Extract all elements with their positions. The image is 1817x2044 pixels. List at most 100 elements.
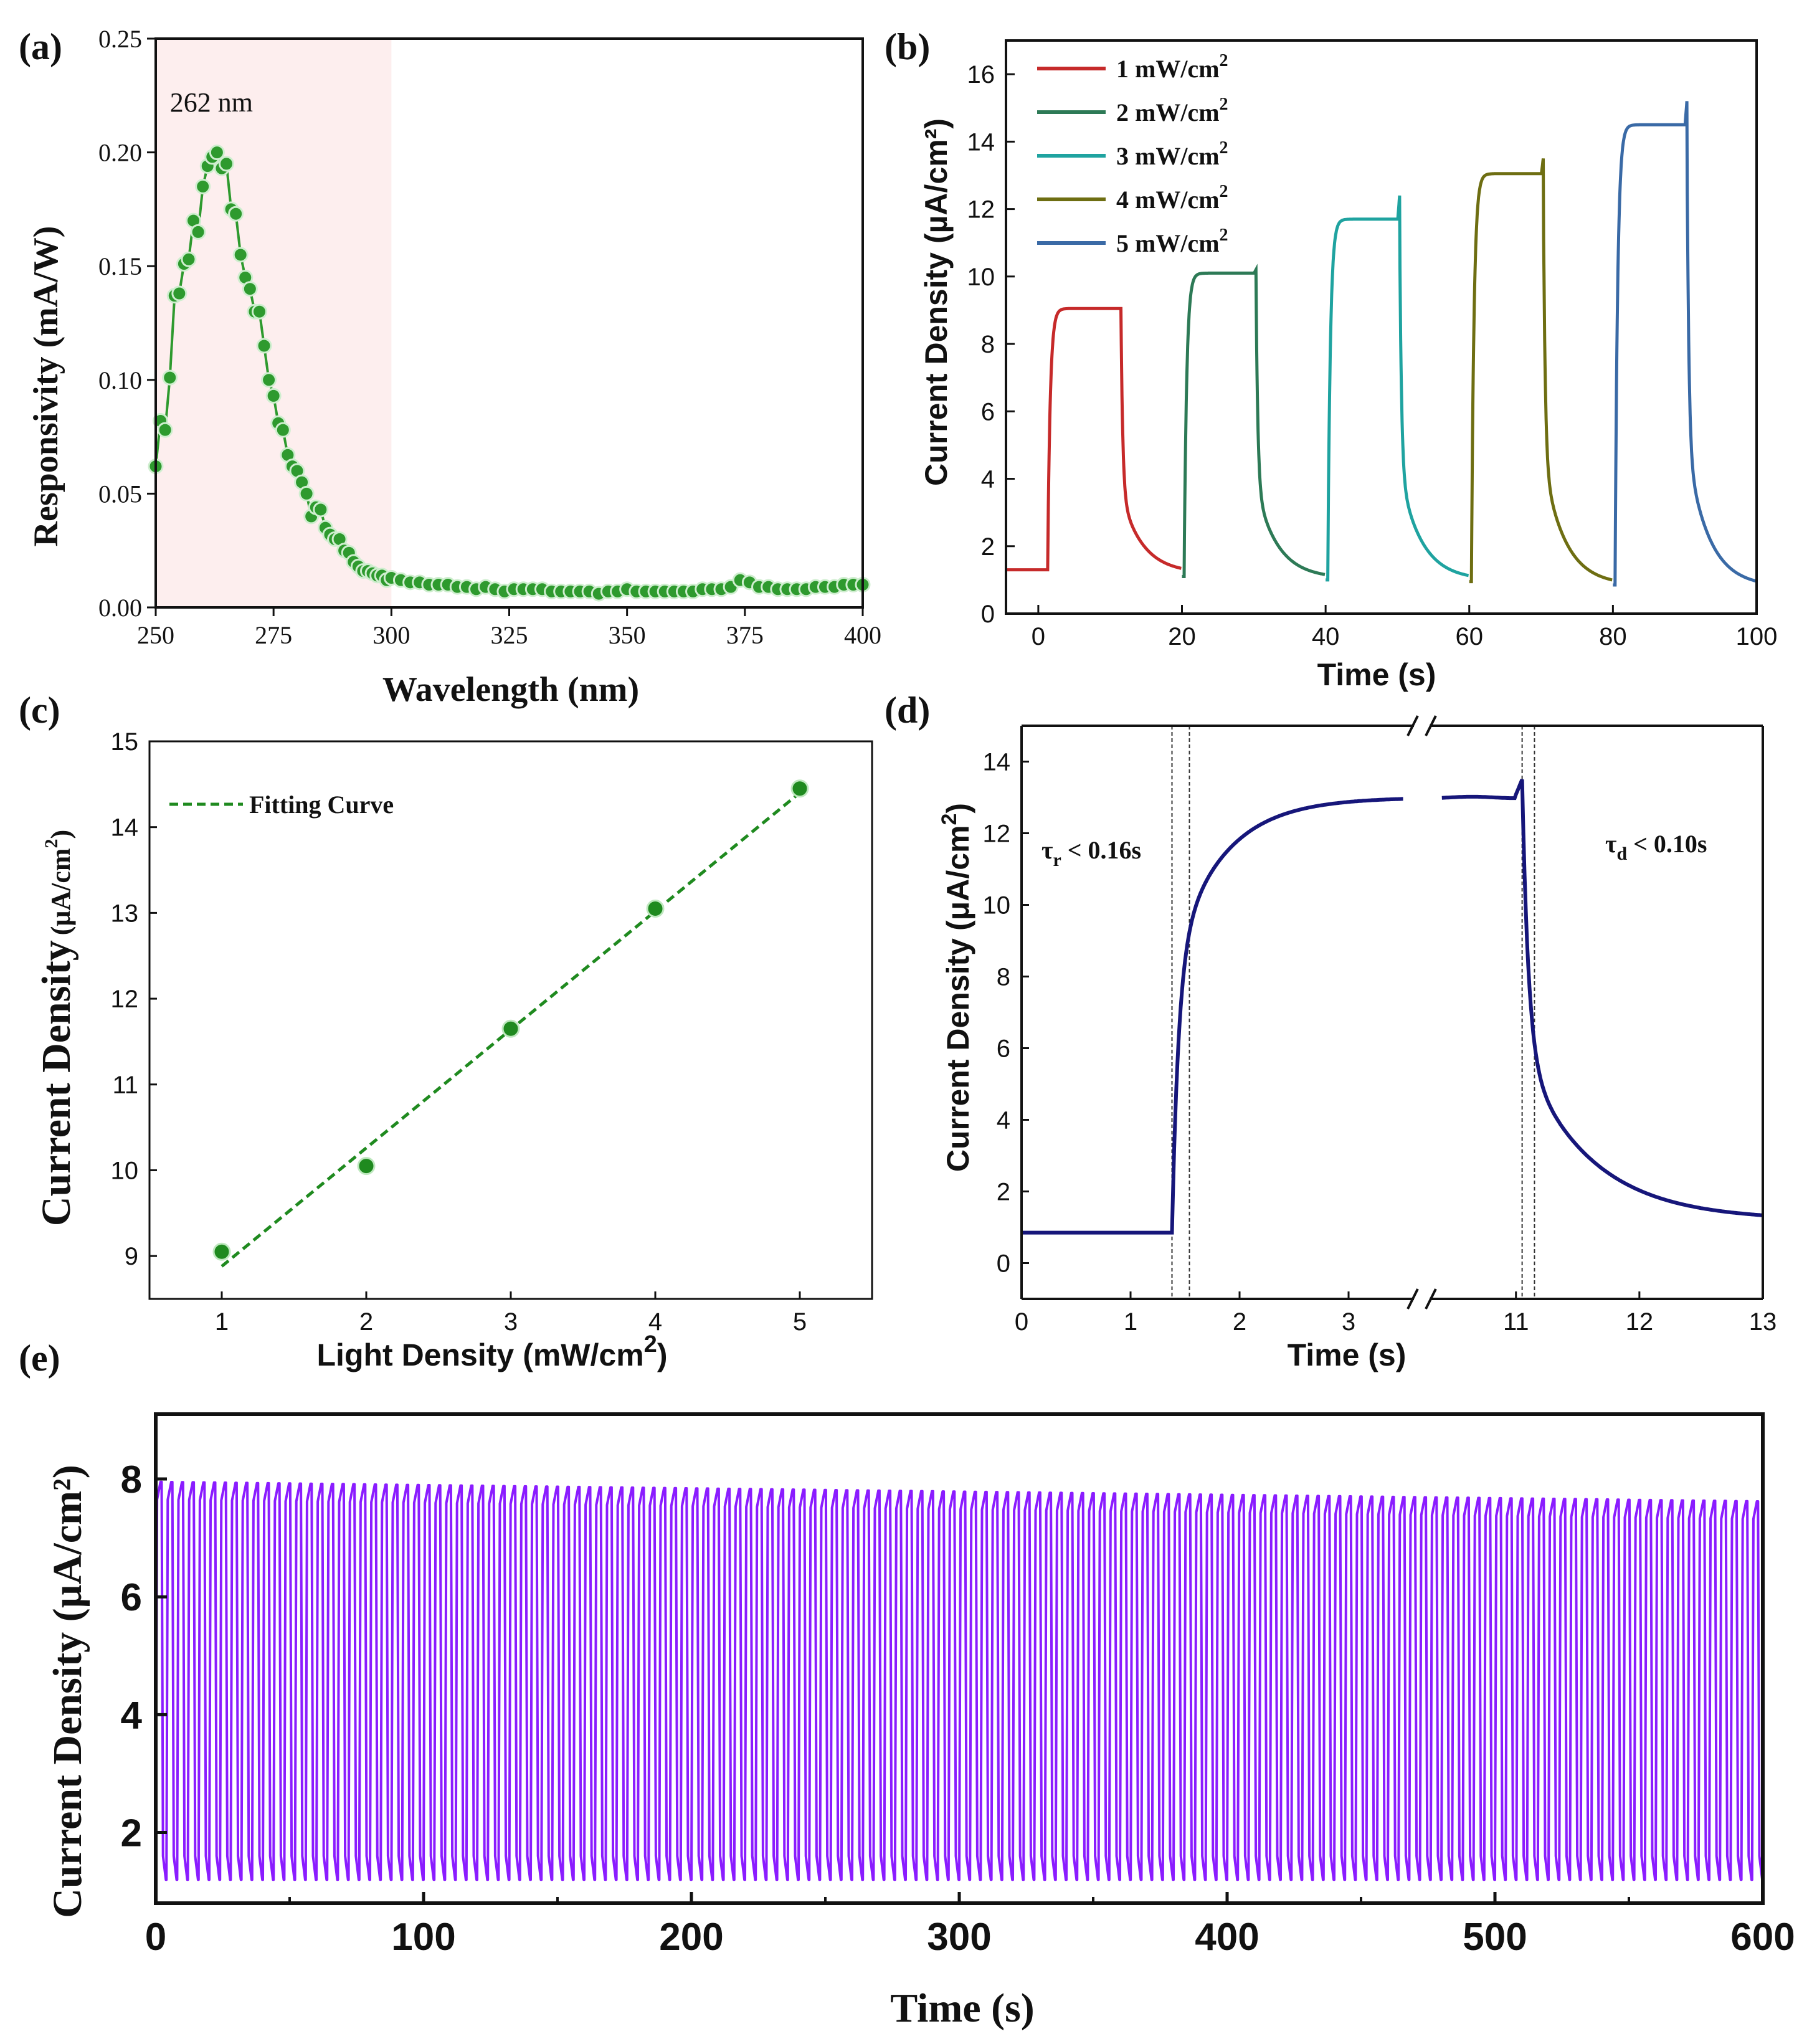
c-y-axis-unit-close: ) [45, 830, 76, 839]
b-legend-text: 4 mW/cm [1116, 186, 1220, 214]
e-x-tick-label: 300 [927, 1916, 991, 1959]
a-data-point [298, 485, 315, 501]
d-rise-curve [1022, 797, 1403, 1235]
b-legend-text: 5 mW/cm [1116, 229, 1220, 257]
b-legend-text: 2 mW/cm [1116, 98, 1220, 126]
d-rise-time-label: τr < 0.16s [1041, 836, 1141, 870]
d-y-tick-label: 0 [997, 1250, 1010, 1278]
a-data-point [209, 145, 225, 161]
b-legend-label: 2 mW/cm2 [1116, 95, 1228, 126]
panel-d-letter: (d) [885, 690, 930, 731]
c-y-axis-unit-sup: 2 [41, 839, 62, 848]
panel-c-letter: (c) [19, 690, 60, 731]
b-series-line-2 [1182, 264, 1326, 578]
b-y-tick-label: 2 [981, 533, 995, 561]
d-break-mark-top [1407, 715, 1419, 736]
a-x-tick-label: 300 [372, 621, 410, 649]
b-legend-label: 4 mW/cm2 [1116, 182, 1228, 214]
c-y-axis-unit: (μA/cm [45, 848, 76, 935]
d-y-axis-unit-close: ) [941, 803, 975, 814]
d-rise-value: < 0.16s [1061, 836, 1141, 864]
panel-e-letter: (e) [19, 1338, 60, 1379]
b-y-tick-label: 6 [981, 398, 995, 425]
d-y-axis-label-main: Current Density [941, 938, 975, 1172]
b-legend-sup: 2 [1220, 51, 1228, 70]
a-data-point [265, 387, 282, 404]
a-data-point [228, 206, 244, 222]
a-y-tick-label: 0.10 [98, 366, 142, 394]
d-y-tick-label: 14 [983, 749, 1011, 776]
b-legend-text: 3 mW/cm [1116, 142, 1220, 170]
b-y-tick-label: 8 [981, 331, 995, 358]
e-axes-frame [154, 1412, 1765, 1905]
b-x-axis-label: Time (s) [1317, 657, 1436, 692]
a-x-tick-label: 325 [491, 621, 528, 649]
d-y-tick-label: 6 [997, 1035, 1010, 1063]
d-x-tick-label: 11 [1503, 1308, 1529, 1336]
e-x-tick-label: 200 [659, 1916, 723, 1959]
b-x-tick-label: 40 [1312, 623, 1340, 650]
e-data [154, 1480, 1764, 1881]
d-y-tick-label: 4 [997, 1107, 1010, 1134]
d-y-tick-label: 2 [997, 1179, 1010, 1206]
c-axes-frame [148, 740, 873, 1300]
c-x-tick-label: 4 [648, 1308, 662, 1336]
d-break-mark-bottom [1407, 1288, 1419, 1310]
d-x-tick-label: 3 [1342, 1308, 1355, 1336]
c-data [212, 779, 809, 1268]
c-x-axis-label-main: Light Density [317, 1338, 515, 1372]
panel-b-letter: (b) [885, 26, 930, 67]
d-x-axis-label: Time (s) [1288, 1338, 1407, 1372]
e-series-line [154, 1480, 1764, 1881]
c-data-point [212, 1242, 231, 1261]
a-x-tick-label: 250 [137, 621, 174, 649]
panel-a: (a) 250 275 300 325 350 375 400 0.00 0.05 0.10 0.1… [19, 25, 881, 709]
a-data-point [171, 285, 187, 302]
d-y-tick-label: 10 [983, 892, 1011, 920]
c-data-point [501, 1019, 520, 1038]
d-decay-time-label: τd < 0.10s [1605, 830, 1707, 864]
b-legend-sup: 2 [1220, 95, 1228, 114]
a-data-point [190, 224, 206, 240]
b-x-tick-label: 20 [1168, 623, 1196, 650]
d-guide-lines [1171, 726, 1535, 1299]
a-axes-frame [154, 37, 864, 609]
d-y-tick-label: 8 [997, 964, 1010, 991]
panel-a-letter: (a) [19, 26, 62, 67]
b-y-tick-label: 16 [967, 61, 995, 88]
d-axes-frame [1020, 715, 1764, 1310]
c-x-tick-label: 5 [793, 1308, 807, 1336]
b-legend-text: 1 mW/cm [1116, 55, 1220, 83]
d-x-tick-label: 0 [1015, 1308, 1028, 1336]
c-legend: Fitting Curve [169, 791, 394, 819]
e-y-tick-label: 2 [121, 1812, 142, 1855]
a-data-point [313, 501, 329, 518]
b-y-tick-label: 14 [967, 128, 995, 156]
e-x-tick-label: 0 [145, 1916, 166, 1959]
a-y-tick-label: 0.00 [98, 594, 142, 622]
c-y-tick-label: 9 [125, 1243, 138, 1270]
d-x-tick-label: 13 [1749, 1308, 1777, 1336]
b-x-tick-label: 60 [1456, 623, 1484, 650]
a-x-tick-label: 350 [609, 621, 646, 649]
c-data-point [646, 900, 665, 918]
c-legend-label: Fitting Curve [249, 791, 394, 819]
c-x-axis-unit-close: ) [657, 1338, 668, 1372]
b-y-tick-label: 10 [967, 264, 995, 291]
a-x-tick-label: 400 [844, 621, 881, 649]
a-shaded-region [156, 39, 392, 607]
b-series-line-1 [1006, 307, 1182, 572]
d-break-mark-bottom [1425, 1288, 1437, 1310]
e-x-tick-label: 500 [1463, 1916, 1527, 1959]
c-data-point [357, 1157, 376, 1176]
d-decay-value: < 0.10s [1627, 830, 1707, 858]
d-y-axis-label: Current Density (μA/cm2) [937, 803, 975, 1172]
d-break-mark-top [1425, 715, 1437, 736]
e-x-tick-label: 600 [1730, 1916, 1795, 1959]
a-x-tick-label: 375 [726, 621, 764, 649]
d-decay-sub: d [1616, 844, 1627, 864]
c-y-axis-label: Current Density (μA/cm2) [34, 830, 79, 1226]
